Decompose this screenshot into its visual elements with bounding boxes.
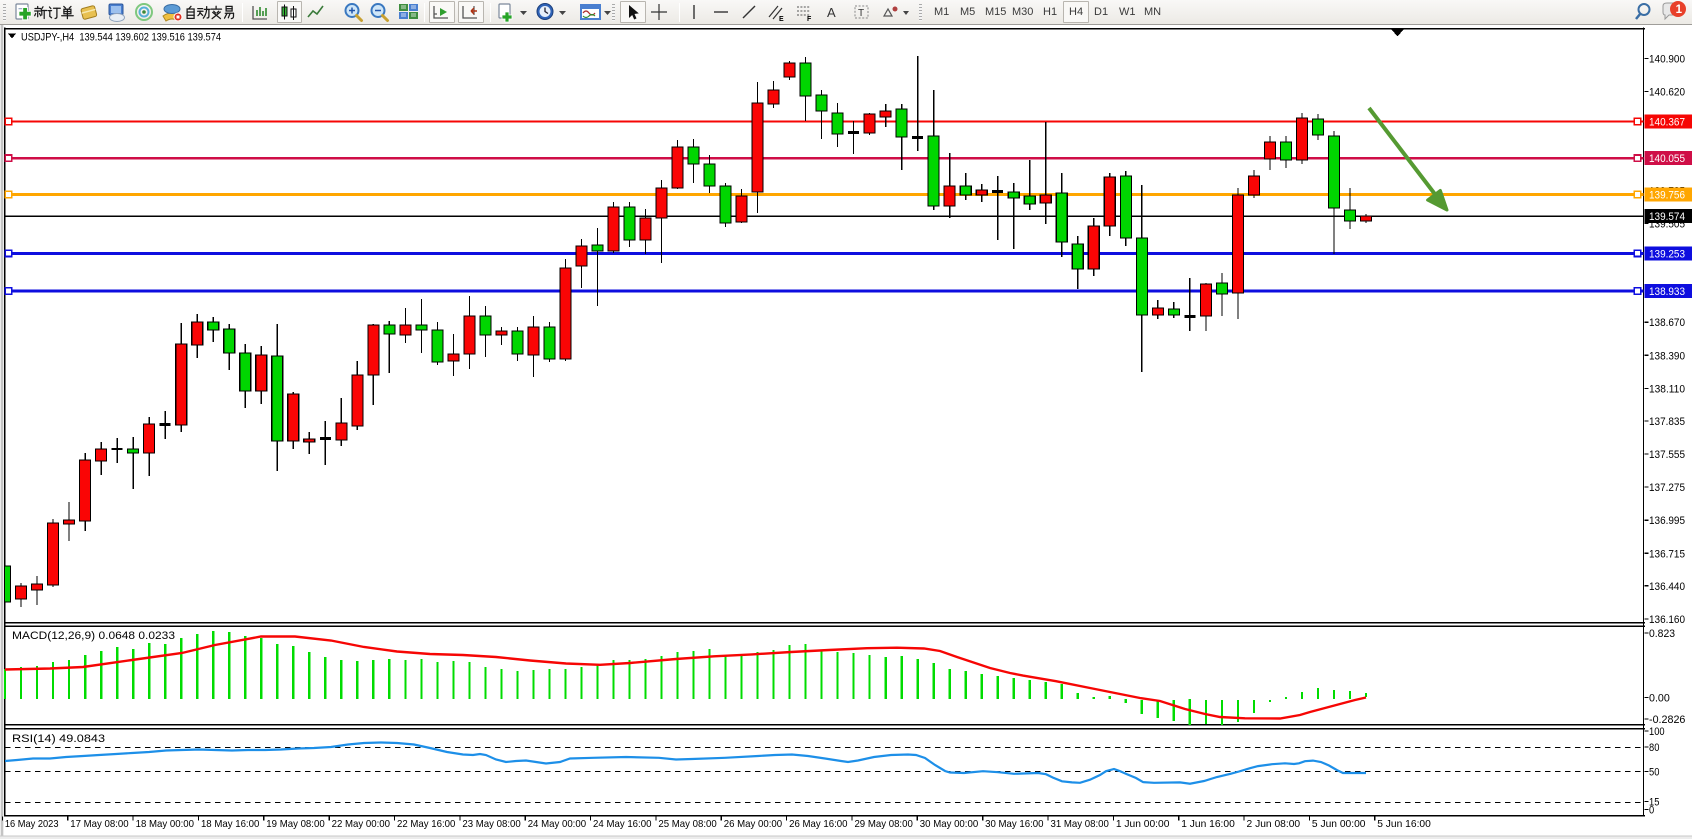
svg-text:23 May 08:00: 23 May 08:00 (462, 818, 521, 830)
svg-text:18 May 00:00: 18 May 00:00 (136, 818, 195, 830)
svg-text:24 May 00:00: 24 May 00:00 (528, 818, 587, 830)
svg-text:31 May 08:00: 31 May 08:00 (1051, 818, 1110, 830)
svg-text:19 May 08:00: 19 May 08:00 (266, 818, 325, 830)
svg-text:22 May 16:00: 22 May 16:00 (397, 818, 456, 830)
svg-text:E: E (779, 16, 784, 23)
svg-text:138.110: 138.110 (1649, 383, 1685, 395)
svg-text:A: A (827, 5, 836, 20)
svg-text:136.160: 136.160 (1649, 614, 1685, 626)
svg-text:-0.2826: -0.2826 (1649, 714, 1685, 726)
svg-text:50: 50 (1649, 767, 1659, 779)
svg-text:USDJPY-,H4 139.544 139.602 13: USDJPY-,H4 139.544 139.602 139.516 139.5… (21, 32, 221, 44)
svg-text:22 May 00:00: 22 May 00:00 (332, 818, 391, 830)
svg-text:80: 80 (1649, 742, 1659, 754)
svg-text:5 Jun 16:00: 5 Jun 16:00 (1377, 818, 1431, 830)
svg-text:30 May 16:00: 30 May 16:00 (985, 818, 1044, 830)
svg-text:2 Jun 08:00: 2 Jun 08:00 (1247, 818, 1301, 830)
svg-text:138.670: 138.670 (1649, 317, 1685, 329)
svg-text:100: 100 (1649, 726, 1665, 738)
svg-text:136.715: 136.715 (1649, 548, 1685, 560)
svg-text:24 May 16:00: 24 May 16:00 (593, 818, 652, 830)
svg-text:140.055: 140.055 (1649, 153, 1685, 165)
svg-text:1 Jun 16:00: 1 Jun 16:00 (1181, 818, 1235, 830)
svg-text:5 Jun 00:00: 5 Jun 00:00 (1312, 818, 1366, 830)
svg-text:1 Jun 00:00: 1 Jun 00:00 (1116, 818, 1170, 830)
svg-text:138.390: 138.390 (1649, 350, 1685, 362)
svg-text:137.275: 137.275 (1649, 482, 1685, 494)
svg-text:139.253: 139.253 (1649, 248, 1685, 260)
svg-text:136.995: 136.995 (1649, 515, 1685, 527)
svg-text:0.00: 0.00 (1649, 693, 1670, 705)
svg-text:15: 15 (1649, 797, 1659, 809)
svg-text:MACD(12,26,9) 0.0648 0.0233: MACD(12,26,9) 0.0648 0.0233 (12, 630, 175, 642)
svg-text:140.620: 140.620 (1649, 87, 1685, 99)
svg-text:139.574: 139.574 (1649, 211, 1685, 223)
svg-text:RSI(14) 49.0843: RSI(14) 49.0843 (12, 733, 105, 745)
svg-text:137.835: 137.835 (1649, 416, 1685, 428)
svg-text:1: 1 (1676, 4, 1683, 16)
svg-text:17 May 08:00: 17 May 08:00 (70, 818, 129, 830)
svg-text:0.823: 0.823 (1649, 628, 1675, 640)
svg-text:30 May 00:00: 30 May 00:00 (920, 818, 979, 830)
svg-text:139.756: 139.756 (1649, 190, 1685, 202)
svg-text:26 May 00:00: 26 May 00:00 (724, 818, 783, 830)
svg-text:0: 0 (1649, 805, 1654, 817)
svg-text:25 May 08:00: 25 May 08:00 (658, 818, 717, 830)
svg-text:140.900: 140.900 (1649, 54, 1685, 66)
svg-text:140.367: 140.367 (1649, 117, 1685, 129)
svg-text:136.440: 136.440 (1649, 581, 1685, 593)
svg-text:29 May 08:00: 29 May 08:00 (854, 818, 913, 830)
svg-text:18 May 16:00: 18 May 16:00 (201, 818, 260, 830)
svg-text:F: F (807, 16, 812, 23)
svg-text:T: T (858, 8, 864, 19)
svg-text:26 May 16:00: 26 May 16:00 (789, 818, 848, 830)
svg-text:16 May 2023: 16 May 2023 (5, 818, 59, 830)
svg-text:137.555: 137.555 (1649, 449, 1685, 461)
svg-text:138.933: 138.933 (1649, 286, 1685, 298)
